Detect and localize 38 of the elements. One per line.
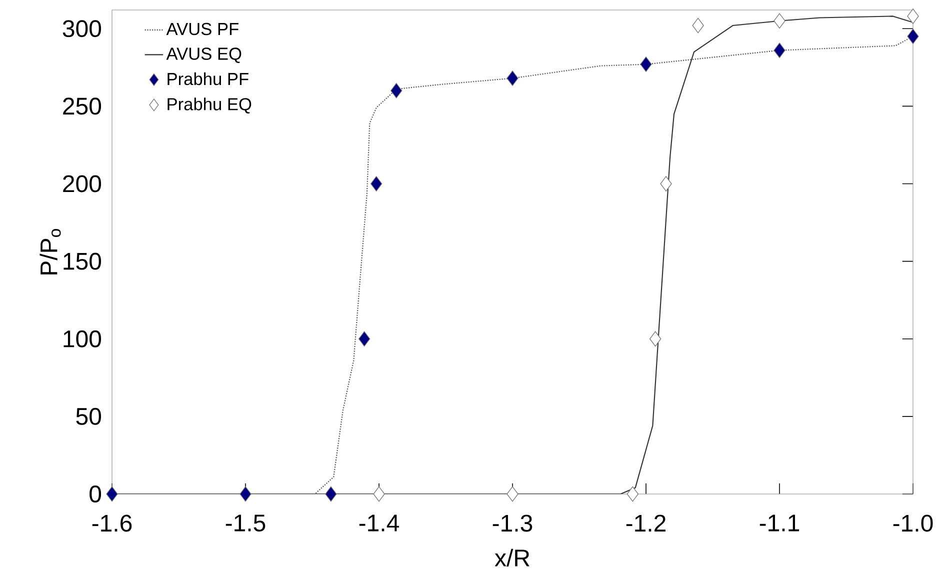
x-tick-label: -1.5 (226, 514, 266, 532)
legend-label: AVUS PF (166, 22, 238, 36)
point (907, 8, 919, 24)
point (506, 486, 518, 502)
x-tick-label: -1.0 (893, 514, 933, 532)
point (692, 18, 704, 34)
y-axis-title: P/P$_{o}$ (40, 229, 61, 274)
x-tick-label: -1.2 (626, 514, 666, 532)
x-tick-label: -1.3 (492, 514, 532, 532)
y-tick-label: 100 (64, 330, 102, 348)
point (650, 331, 662, 347)
legend-label: Prabhu PF (168, 72, 248, 86)
y-tick-label: 300 (62, 20, 102, 38)
point (373, 486, 385, 502)
point (106, 486, 118, 502)
point (390, 82, 402, 98)
legend-label: AVUS EQ (166, 48, 242, 64)
y-tick-label: 250 (63, 98, 102, 115)
point (240, 486, 252, 502)
y-tick-label: 0 (90, 485, 102, 502)
point (506, 70, 518, 86)
point (626, 486, 638, 502)
y-tick-label: 150 (64, 252, 102, 270)
point (907, 28, 919, 44)
point (325, 486, 337, 502)
x-tick-label: -1.1 (760, 514, 799, 532)
point (358, 331, 370, 347)
point (640, 56, 652, 72)
y-tick-label: 200 (63, 175, 102, 192)
legend-label: Prabhu EQ (168, 98, 252, 114)
point (370, 176, 382, 192)
point (774, 13, 786, 29)
point (774, 42, 786, 58)
point (660, 176, 672, 192)
y-tick-label: 50 (76, 408, 102, 425)
x-axis-title: x/R (494, 548, 530, 566)
x-tick-label: -1.4 (359, 514, 399, 532)
x-tick-label: -1.6 (92, 514, 132, 532)
